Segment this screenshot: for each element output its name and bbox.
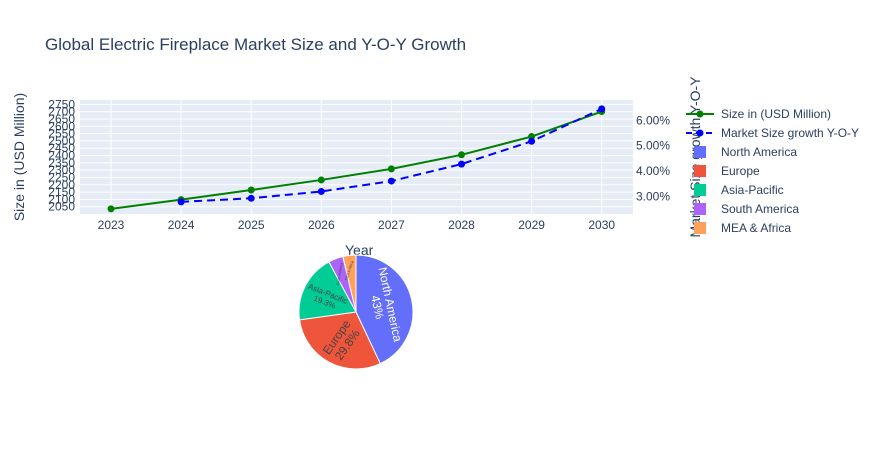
legend-item: MEA & Africa <box>694 221 791 235</box>
legend-label: Europe <box>721 164 760 178</box>
series-point-1 <box>528 137 536 145</box>
y-tick-label: 2650 <box>48 112 75 126</box>
plot-background <box>80 100 633 214</box>
legend-label: Market Size growth Y-O-Y <box>721 126 859 140</box>
series-point-0 <box>317 176 325 184</box>
x-tick-label: 2025 <box>238 218 265 232</box>
y2-tick-label: 4.00% <box>636 164 670 178</box>
chart-title: Global Electric Fireplace Market Size an… <box>45 35 466 54</box>
y2-tick-label: 5.00% <box>636 139 670 153</box>
x-tick-label: 2027 <box>378 218 405 232</box>
pie-label-name: MEA & Africa <box>344 260 354 281</box>
legend-swatch <box>694 146 706 158</box>
pie-slice <box>298 261 357 321</box>
pie-slice <box>298 311 381 370</box>
pie-slice <box>342 254 357 313</box>
series-point-0 <box>107 205 115 213</box>
series-point-1 <box>177 198 185 206</box>
x-axis-ticks: 2023 2024 2025 2026 2027 2028 2029 2030 <box>98 218 616 232</box>
gridlines <box>80 100 633 214</box>
x-tick-label: 2028 <box>448 218 475 232</box>
legend-item: Europe <box>694 164 760 178</box>
y2-tick-label: 6.00% <box>636 113 670 127</box>
y-axis-ticks: 2050210021502200225023002350240024502500… <box>48 97 75 213</box>
legend: Size in (USD Million) Market Size growth … <box>686 107 859 235</box>
y-tick-label: 2250 <box>48 170 75 184</box>
y-tick-label: 2200 <box>48 178 75 192</box>
series-line-0 <box>110 110 603 210</box>
y-tick-label: 2300 <box>48 163 75 177</box>
y2-axis-ticks: 3.00% 4.00% 5.00% 6.00% <box>636 113 670 203</box>
x-axis-title: Year <box>345 242 374 258</box>
legend-item: Size in (USD Million) <box>686 107 831 121</box>
y-tick-label: 2700 <box>48 105 75 119</box>
y-tick-label: 2450 <box>48 141 75 155</box>
y-tick-label: 2750 <box>48 97 75 111</box>
series-point-1 <box>458 160 465 168</box>
series-point-1 <box>598 105 606 113</box>
x-tick-label: 2024 <box>168 218 195 232</box>
legend-marker <box>696 129 704 137</box>
y-tick-label: 2550 <box>48 127 75 141</box>
legend-label: MEA & Africa <box>721 221 791 235</box>
series-point-0 <box>387 165 395 173</box>
legend-marker <box>696 110 704 118</box>
y-tick-label: 2050 <box>48 200 75 214</box>
legend-label: Asia-Pacific <box>721 183 784 197</box>
legend-label: Size in (USD Million) <box>721 107 831 121</box>
pie-label-percent: 43% <box>368 294 387 321</box>
series-point-0 <box>247 186 255 194</box>
y-tick-label: 2350 <box>48 156 75 170</box>
pie-slice <box>355 254 414 365</box>
y-tick-label: 2100 <box>48 192 75 206</box>
pie-slice-label: South America <box>336 263 344 286</box>
y-tick-label: 2400 <box>48 149 75 163</box>
y-tick-label: 2500 <box>48 134 75 148</box>
line-series <box>107 105 606 213</box>
legend-item: North America <box>694 145 797 159</box>
y2-tick-label: 3.00% <box>636 189 670 203</box>
x-tick-label: 2026 <box>308 218 335 232</box>
series-point-0 <box>458 151 465 159</box>
legend-swatch <box>694 184 706 196</box>
series-point-1 <box>317 187 325 195</box>
legend-item: Market Size growth Y-O-Y <box>686 126 859 140</box>
legend-swatch <box>694 203 706 215</box>
x-tick-label: 2029 <box>518 218 545 232</box>
legend-label: North America <box>721 145 797 159</box>
y-axis-title: Size in (USD Million) <box>11 93 27 221</box>
series-point-1 <box>247 194 255 202</box>
pie-slice-label: MEA & Africa <box>344 260 354 281</box>
legend-swatch <box>694 222 706 234</box>
legend-swatch <box>694 165 706 177</box>
pie-label-name: South America <box>336 263 344 286</box>
y-tick-label: 2150 <box>48 185 75 199</box>
legend-label: South America <box>721 202 799 216</box>
legend-item: South America <box>694 202 799 216</box>
y-tick-label: 2600 <box>48 119 75 133</box>
legend-item: Asia-Pacific <box>694 183 784 197</box>
region-pie: North America43%Europe29.8%Asia-Pacific1… <box>298 254 414 370</box>
series-point-1 <box>387 177 395 185</box>
x-tick-label: 2030 <box>588 218 615 232</box>
x-tick-label: 2023 <box>98 218 125 232</box>
